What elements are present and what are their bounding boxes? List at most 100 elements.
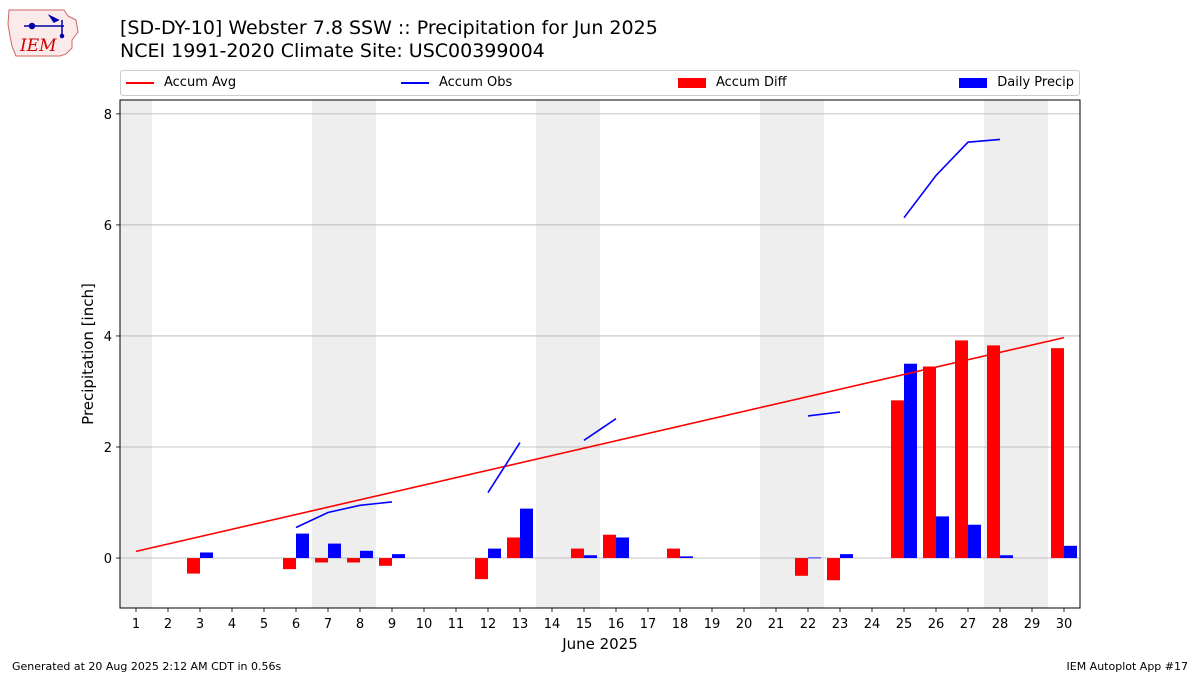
daily-precip-bar [1064,545,1077,559]
accum-avg-line [135,336,1065,553]
x-tick-label: 12 [480,617,497,632]
x-tick-label: 11 [448,617,465,632]
x-tick-label: 5 [260,617,268,632]
y-tick-label: 6 [104,219,112,234]
legend-swatch-daily-precip [959,77,988,88]
weather-station-icon [24,14,65,39]
accum-diff-bar [475,558,488,580]
daily-precip-bar [904,363,917,559]
x-tick-label: 23 [832,617,849,632]
x-tick-label: 9 [388,617,396,632]
y-tick-label: 4 [104,330,112,345]
legend-item-accum-obs: Accum Obs [401,74,512,92]
x-tick-label: 20 [736,617,753,632]
accum-diff-bar [667,548,680,559]
x-tick-label: 22 [800,617,817,632]
daily-precip-bar [840,554,853,559]
x-tick-label: 10 [416,617,433,632]
chart-subtitle: NCEI 1991-2020 Climate Site: USC00399004 [120,40,545,62]
x-tick-label: 24 [864,617,881,632]
legend-label: Accum Diff [716,75,787,90]
accum-diff-bar [347,558,360,563]
legend-item-accum-diff: Accum Diff [678,74,787,92]
accum-diff-bar [187,558,200,574]
iowa-outline-shape [7,9,79,57]
chart-legend: Accum Avg Accum Obs Accum Diff Daily Pre… [120,70,1080,96]
weekend-band [344,100,376,608]
legend-label: Accum Obs [439,75,513,90]
x-tick-label: 7 [324,617,332,632]
daily-precip-bar [328,543,341,559]
accum-diff-bar [571,548,584,559]
daily-precip-bar [808,557,821,559]
accum-diff-bar [283,558,296,570]
x-tick-label: 8 [356,617,364,632]
x-tick-label: 18 [672,617,689,632]
x-tick-label: 13 [512,617,529,632]
daily-precip-bar [296,533,309,559]
footer-app: IEM Autoplot App #17 [1066,660,1189,673]
daily-precip-bar [392,554,405,559]
legend-swatch-accum-avg [126,81,154,84]
daily-precip-bar [520,508,533,559]
accum-diff-bar [507,537,520,559]
legend-label: Accum Avg [164,75,237,90]
daily-precip-bar [360,550,373,559]
x-tick-label: 14 [544,617,561,632]
accum-diff-bar [1051,348,1064,559]
accum-obs-line [295,501,393,529]
weekend-band [536,100,568,608]
daily-precip-bar [488,548,501,559]
x-axis-label: June 2025 [561,635,638,653]
x-tick-label: 2 [164,617,172,632]
x-tick-label: 21 [768,617,785,632]
x-tick-label: 15 [576,617,593,632]
accum-diff-bar [987,345,1000,559]
x-tick-label: 1 [132,617,140,632]
daily-precip-bar [1000,555,1013,559]
accum-obs-line [807,411,841,417]
accum-diff-bar [603,534,616,559]
accum-diff-bar [795,558,808,576]
accum-obs-line [583,418,617,441]
x-tick-label: 17 [640,617,657,632]
daily-precip-bar [680,556,693,559]
weekend-band [120,100,152,608]
iem-logo: IEM [7,9,79,57]
x-tick-label: 28 [992,617,1009,632]
accum-obs-line [903,138,1001,219]
daily-precip-bar [584,555,597,559]
accum-diff-bar [827,558,840,581]
legend-item-accum-avg: Accum Avg [126,74,236,92]
y-tick-label: 0 [104,552,112,567]
y-tick-label: 8 [104,108,112,123]
x-tick-label: 4 [228,617,236,632]
x-tick-label: 27 [960,617,977,632]
logo-text: IEM [19,36,57,56]
weekend-band [1016,100,1048,608]
daily-precip-bar [968,524,981,559]
legend-item-daily-precip: Daily Precip [959,74,1074,92]
y-axis-label: Precipitation [inch] [79,283,97,425]
accum-diff-bar [923,366,936,559]
x-tick-label: 6 [292,617,300,632]
daily-precip-bar [616,537,629,559]
legend-swatch-accum-obs [401,81,429,84]
x-tick-label: 3 [196,617,204,632]
weekend-band [312,100,344,608]
chart-title: [SD-DY-10] Webster 7.8 SSW :: Precipitat… [120,17,658,39]
legend-swatch-accum-diff [678,77,706,88]
accum-diff-bar [891,400,904,559]
daily-precip-bar [936,516,949,559]
x-tick-label: 29 [1024,617,1041,632]
daily-precip-bar [200,552,213,559]
accum-diff-bar [955,340,968,559]
weekend-band [760,100,792,608]
x-tick-label: 16 [608,617,625,632]
x-tick-label: 30 [1056,617,1073,632]
weekend-band [792,100,824,608]
x-tick-label: 25 [896,617,913,632]
y-tick-label: 2 [104,441,112,456]
accum-diff-bar [315,558,328,563]
